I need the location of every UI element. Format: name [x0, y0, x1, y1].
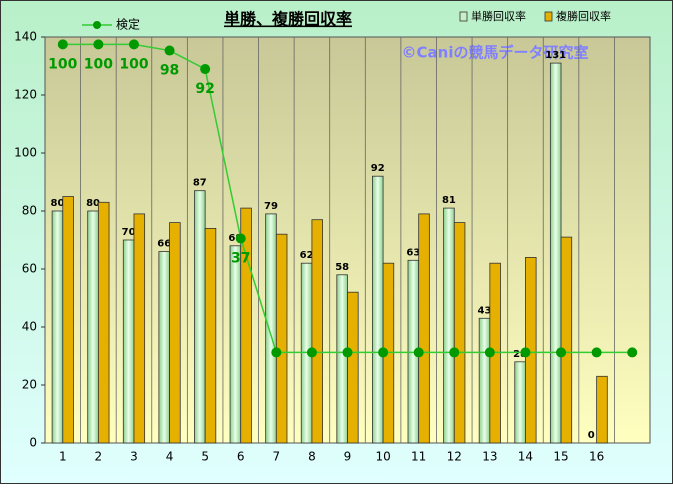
x-tick-label: 13: [482, 450, 497, 464]
data-label: 80: [50, 198, 64, 209]
data-label: 62: [300, 250, 314, 261]
bar: [372, 175, 384, 444]
data-label: 43: [478, 305, 492, 316]
x-tick-label: 4: [166, 450, 174, 464]
bar: [229, 245, 242, 444]
legend-swatch: [459, 11, 468, 22]
x-tick-label: 5: [201, 450, 209, 464]
x-tick-label: 7: [273, 450, 281, 464]
data-label: 66: [157, 239, 171, 250]
y-tick-label: 20: [22, 378, 37, 392]
bar: [133, 213, 146, 444]
marker: [627, 347, 638, 358]
x-tick-label: 9: [344, 450, 352, 464]
bar: [62, 196, 74, 444]
marker: [591, 347, 602, 358]
data-label: 58: [335, 262, 349, 273]
bar: [596, 375, 608, 444]
bar: [478, 317, 491, 444]
bar: [265, 213, 277, 444]
bar: [347, 291, 359, 444]
x-tick-label: 16: [589, 450, 604, 464]
data-label: 98: [160, 63, 179, 79]
data-label: 68: [228, 233, 242, 244]
legend-swatch: [544, 11, 553, 22]
bar: [194, 190, 206, 444]
marker: [128, 39, 139, 50]
marker: [520, 347, 531, 358]
bar: [418, 213, 430, 444]
x-tick-label: 2: [95, 450, 103, 464]
x-tick-label: 15: [553, 450, 568, 464]
bar: [311, 219, 323, 444]
bar: [240, 207, 252, 444]
data-label: 63: [406, 247, 420, 258]
data-label: 79: [264, 201, 278, 212]
marker: [556, 347, 567, 358]
legend-label: 複勝回収率: [556, 9, 611, 23]
x-tick-label: 1: [59, 450, 67, 464]
marker: [57, 39, 68, 50]
data-label: 100: [48, 56, 77, 72]
marker: [378, 347, 389, 358]
bar: [275, 233, 288, 444]
watermark: ©Caniの競馬データ研究室: [402, 44, 589, 62]
y-tick-label: 60: [22, 262, 37, 276]
data-label: 92: [195, 81, 214, 97]
y-tick-label: 140: [14, 30, 37, 44]
bar: [87, 210, 99, 444]
marker: [235, 233, 246, 244]
bar: [204, 227, 217, 444]
y-tick-label: 100: [14, 146, 37, 160]
data-label: 37: [231, 250, 250, 266]
marker: [164, 45, 175, 56]
marker: [93, 39, 104, 50]
x-tick-label: 8: [308, 450, 316, 464]
data-label: 70: [122, 227, 136, 238]
data-label: 100: [84, 56, 113, 72]
bar: [560, 236, 573, 444]
bar: [97, 201, 110, 444]
data-label: 131: [545, 50, 566, 61]
y-tick-label: 80: [22, 204, 37, 218]
bar: [122, 239, 135, 444]
legend-label: 単勝回収率: [471, 9, 526, 23]
y-tick-label: 0: [29, 436, 37, 450]
legend-label: 検定: [116, 17, 140, 32]
data-label: 0: [588, 430, 595, 441]
marker: [484, 347, 495, 358]
y-tick-label: 120: [14, 88, 37, 102]
bar: [549, 62, 562, 444]
marker: [342, 347, 353, 358]
x-tick-label: 6: [237, 450, 245, 464]
legend-marker: [93, 21, 101, 29]
marker: [200, 64, 211, 75]
bar: [51, 210, 64, 444]
marker: [271, 347, 282, 358]
chart-title: 単勝、複勝回収率: [224, 10, 352, 29]
bar: [453, 222, 466, 444]
marker: [306, 347, 317, 358]
x-tick-label: 11: [411, 450, 426, 464]
x-tick-label: 3: [130, 450, 138, 464]
data-label: 87: [193, 178, 207, 189]
x-tick-label: 12: [447, 450, 462, 464]
marker: [449, 347, 460, 358]
x-tick-label: 10: [375, 450, 390, 464]
marker: [413, 347, 424, 358]
bar: [514, 361, 526, 444]
bar: [158, 251, 170, 444]
data-label: 28: [513, 349, 527, 360]
bar: [169, 222, 181, 444]
y-tick-label: 40: [22, 320, 37, 334]
bar: [336, 274, 348, 444]
data-label: 100: [119, 56, 148, 72]
x-tick-label: 14: [518, 450, 533, 464]
data-label: 81: [442, 195, 456, 206]
data-label: 80: [86, 198, 100, 209]
data-label: 92: [371, 163, 385, 174]
bar: [443, 207, 455, 444]
